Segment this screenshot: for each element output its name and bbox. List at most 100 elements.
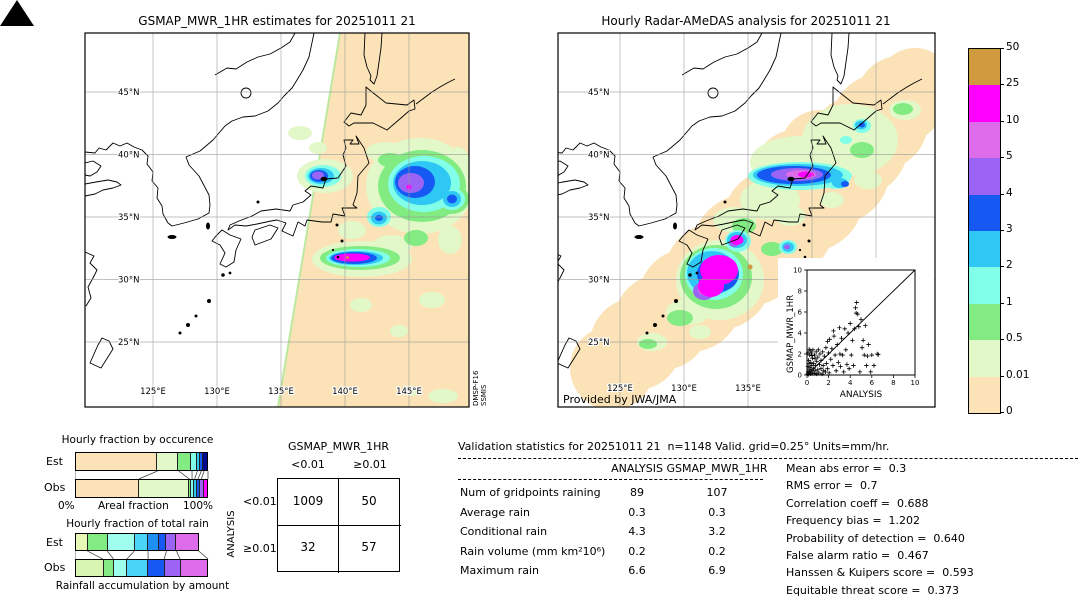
inset-ytick: 0: [798, 372, 802, 380]
bar-segment: [76, 480, 139, 497]
colorbar-tick-label: 4: [1006, 186, 1013, 199]
colorbar-segment: [969, 121, 1000, 159]
stat-analysis-value: 0.3: [628, 505, 646, 519]
bar-segment: [165, 560, 181, 576]
total-rain-connectors: [75, 551, 209, 559]
right-map: 45°N 40°N 35°N 30°N 25°N 125°E 130°E 135°E 00 2 2…: [557, 32, 936, 408]
bar-segment: [191, 453, 197, 470]
bar-segment: [193, 480, 198, 497]
total-rain-caption: Rainfall accumulation by amount: [55, 580, 230, 592]
left-lon-label: 140°E: [332, 387, 358, 397]
contingency-row-label-ge: ≥0.01: [243, 542, 277, 555]
metric-line: RMS error = 0.7: [786, 479, 878, 493]
colorbar-tick-label: 5: [1006, 150, 1013, 163]
colorbar-tick-label: 25: [1006, 77, 1020, 90]
stat-gsmap-value: 0.3: [708, 505, 726, 519]
bar-segment: [148, 560, 166, 576]
stat-row-label: Conditional rain: [460, 525, 548, 538]
contingency-grid: 1009 50 32 57: [277, 478, 401, 573]
right-lat-label: 30°N: [588, 276, 609, 286]
contingency-cell-hit-none: 1009: [292, 494, 324, 508]
bar-segment: [196, 453, 201, 470]
occurrence-axis-label: Areal fraction: [98, 500, 169, 512]
right-lat-label: 35°N: [588, 213, 609, 223]
bar-segment: [188, 480, 192, 497]
sensor-label-2: SSMIS: [480, 384, 488, 406]
total-rain-obs-label: Obs: [44, 561, 66, 574]
left-map-border: [84, 32, 470, 408]
total-rain-est-label: Est: [46, 536, 63, 549]
left-lat-label: 35°N: [118, 213, 139, 223]
stats-col-analysis: ANALYSIS: [611, 462, 663, 475]
occurrence-axis-0: 0%: [58, 500, 75, 512]
right-lat-label: 25°N: [588, 338, 609, 348]
inset-ytick: 4: [798, 330, 803, 338]
inset-xtick: 4: [848, 379, 853, 387]
occurrence-est-bar: [75, 452, 208, 471]
metric-line: Probability of detection = 0.640: [786, 531, 965, 545]
sensor-label: DMSP-F16: [472, 370, 480, 406]
right-lat-label: 40°N: [588, 151, 609, 161]
left-map-gridlines: [85, 33, 469, 407]
bar-segment: [158, 534, 167, 550]
occurrence-chart-title: Hourly fraction by occurence: [61, 434, 214, 446]
metric-line: Correlation coeff = 0.688: [786, 496, 929, 510]
stat-gsmap-value: 6.9: [708, 564, 726, 577]
metric-line: False alarm ratio = 0.467: [786, 549, 929, 562]
inset-xtick: 2: [826, 379, 830, 387]
stats-divider-top: [458, 458, 1078, 459]
left-lat-label: 30°N: [118, 276, 139, 286]
occurrence-est-label: Est: [46, 455, 63, 468]
colorbar-tick-label: 0.01: [1006, 368, 1030, 381]
right-map-gridlines: [558, 33, 935, 407]
bar-segment: [107, 534, 135, 550]
inset-ytick: 6: [798, 309, 803, 317]
bar-segment: [191, 480, 194, 497]
total-rain-chart-title: Hourly fraction of total rain: [66, 518, 209, 530]
colorbar-segment: [969, 340, 1000, 377]
left-map-precip-field: [277, 33, 469, 407]
bar-segment: [127, 560, 149, 576]
occurrence-connectors: [75, 471, 209, 479]
contingency-cell-miss: 32: [300, 540, 316, 554]
bar-segment: [200, 480, 204, 497]
stat-gsmap-value: 0.2: [708, 544, 726, 558]
colorbar-segment: [969, 376, 1000, 414]
colorbar-segment: [969, 85, 1000, 122]
bar-segment: [113, 560, 128, 576]
metric-line: Equitable threat score = 0.373: [786, 583, 959, 597]
stats-header: Validation statistics for 20251011 21 n=…: [458, 440, 890, 453]
bar-segment: [76, 534, 89, 550]
colorbar-segment: [969, 231, 1000, 268]
colorbar-segment: [969, 303, 1000, 341]
scatter-points: [805, 300, 881, 377]
colorbar-tick-label: 50: [1006, 41, 1020, 53]
colorbar-body: [968, 48, 1001, 414]
colorbar-tick-label: 3: [1006, 223, 1013, 235]
contingency-row-label-lt: <0.01: [243, 495, 277, 508]
bar-segment: [203, 480, 207, 497]
bar-segment: [197, 480, 201, 497]
left-lon-label: 135°E: [268, 387, 294, 397]
inset-ytick: 10: [793, 267, 802, 275]
inset-xtick: 8: [891, 379, 895, 387]
contingency-cell-false-alarm: 50: [361, 494, 377, 508]
bar-segment: [147, 534, 159, 550]
right-lat-label: 45°N: [588, 88, 609, 98]
bar-segment: [175, 534, 198, 550]
bar-segment: [103, 560, 114, 576]
left-map-title: GSMAP_MWR_1HR estimates for 20251011 21: [138, 14, 415, 28]
inset-xlabel: ANALYSIS: [840, 390, 883, 400]
contingency-col-header: GSMAP_MWR_1HR: [287, 440, 390, 453]
metric-line: Mean abs error = 0.3: [786, 462, 907, 475]
stat-row-label: Maximum rain: [460, 564, 539, 577]
stat-analysis-value: 89: [630, 486, 644, 499]
right-map-precip-field: [570, 48, 935, 407]
inset-ylabel: GSMAP_MWR_1HR: [786, 295, 796, 373]
occurrence-axis-100: 100%: [183, 500, 214, 512]
colorbar-segment: [969, 267, 1000, 304]
bar-segment: [166, 534, 176, 550]
inset-xtick: 10: [911, 379, 920, 387]
contingency-col-label-lt: <0.01: [291, 458, 325, 471]
left-lon-label: 145°E: [396, 387, 422, 397]
